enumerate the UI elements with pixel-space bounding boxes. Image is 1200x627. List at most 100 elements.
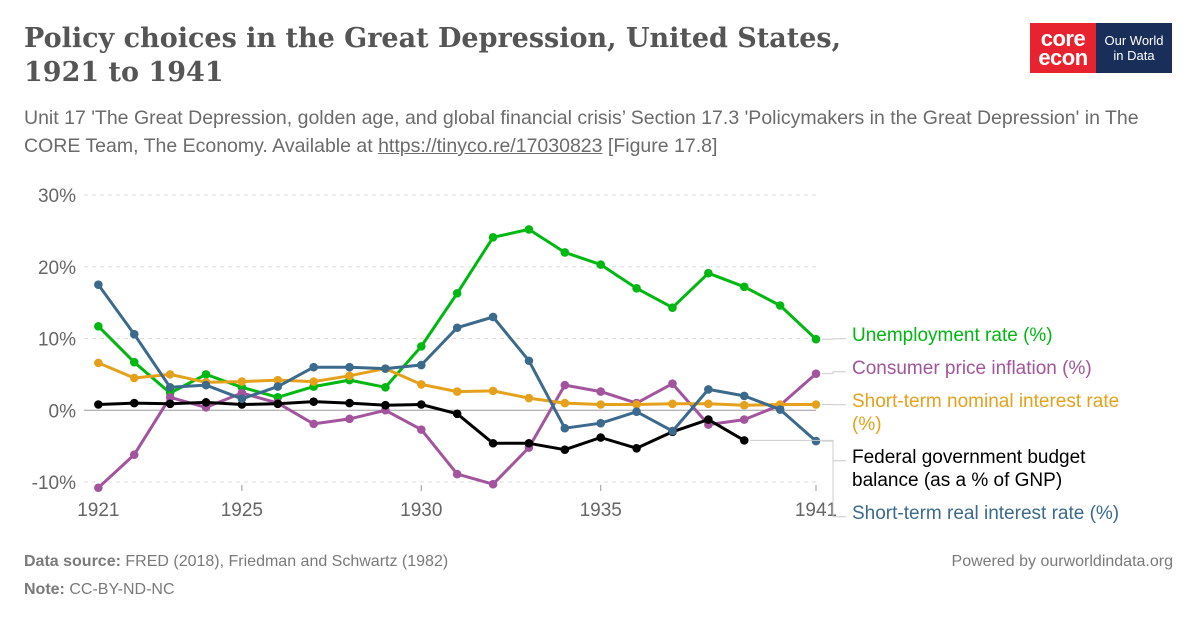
data-point[interactable] bbox=[668, 426, 677, 436]
data-point[interactable] bbox=[560, 380, 570, 390]
data-point[interactable] bbox=[129, 329, 139, 339]
data-point[interactable] bbox=[129, 450, 139, 460]
data-point[interactable] bbox=[632, 400, 641, 409]
data-point[interactable] bbox=[129, 373, 139, 383]
data-point[interactable] bbox=[165, 370, 175, 379]
data-point[interactable] bbox=[596, 260, 606, 269]
data-point[interactable] bbox=[739, 391, 749, 401]
data-point[interactable] bbox=[488, 312, 498, 322]
legend-entry[interactable]: Unemployment rate (%) bbox=[822, 325, 1053, 346]
data-point[interactable] bbox=[237, 394, 247, 404]
data-point[interactable] bbox=[345, 362, 354, 372]
data-point[interactable] bbox=[811, 369, 821, 378]
data-point[interactable] bbox=[632, 443, 641, 453]
data-point[interactable] bbox=[345, 371, 354, 381]
series-line[interactable] bbox=[94, 280, 821, 446]
data-point[interactable] bbox=[739, 282, 749, 292]
data-point[interactable] bbox=[381, 400, 390, 410]
data-point[interactable] bbox=[381, 364, 390, 373]
data-point[interactable] bbox=[237, 377, 247, 386]
data-point[interactable] bbox=[201, 380, 211, 390]
data-point[interactable] bbox=[524, 393, 534, 403]
data-point[interactable] bbox=[94, 483, 103, 493]
data-point[interactable] bbox=[452, 387, 462, 396]
data-point[interactable] bbox=[165, 382, 175, 392]
data-point[interactable] bbox=[596, 387, 606, 396]
legend-entry[interactable]: Short-term nominal interest rate(%) bbox=[822, 391, 1119, 435]
data-point[interactable] bbox=[309, 362, 318, 372]
data-point[interactable] bbox=[452, 409, 462, 419]
data-point[interactable] bbox=[596, 418, 606, 428]
data-point[interactable] bbox=[560, 248, 570, 257]
data-point[interactable] bbox=[524, 225, 534, 234]
data-point[interactable] bbox=[739, 400, 749, 410]
core-econ-logo[interactable]: core econ bbox=[1030, 23, 1096, 73]
data-point[interactable] bbox=[632, 407, 641, 416]
data-point[interactable] bbox=[775, 301, 785, 310]
data-point[interactable] bbox=[309, 377, 318, 386]
data-point[interactable] bbox=[668, 399, 677, 409]
data-point[interactable] bbox=[560, 445, 570, 455]
data-point[interactable] bbox=[201, 398, 211, 407]
y-tick-label: 20% bbox=[38, 258, 76, 279]
data-point[interactable] bbox=[416, 360, 426, 370]
data-point[interactable] bbox=[488, 386, 498, 396]
data-point[interactable] bbox=[452, 469, 462, 479]
data-point[interactable] bbox=[488, 479, 498, 489]
data-point[interactable] bbox=[524, 438, 534, 448]
data-point[interactable] bbox=[309, 397, 318, 406]
subtitle-suffix: [Figure 17.8] bbox=[607, 135, 718, 157]
source-link[interactable]: https://tinyco.re/17030823 bbox=[378, 135, 603, 157]
data-point[interactable] bbox=[811, 436, 821, 446]
logo-group[interactable]: core econ Our World in Data bbox=[1030, 23, 1172, 73]
data-point[interactable] bbox=[560, 398, 570, 408]
data-point[interactable] bbox=[739, 415, 749, 424]
legend-entry[interactable]: Short-term real interest rate (%) bbox=[822, 440, 1119, 524]
data-point[interactable] bbox=[811, 400, 821, 409]
data-point[interactable] bbox=[632, 283, 641, 293]
data-point[interactable] bbox=[94, 400, 103, 409]
data-point[interactable] bbox=[345, 398, 354, 408]
data-point[interactable] bbox=[201, 370, 211, 379]
data-point[interactable] bbox=[811, 334, 821, 344]
data-point[interactable] bbox=[309, 419, 318, 429]
data-point[interactable] bbox=[704, 399, 713, 409]
owid-logo[interactable]: Our World in Data bbox=[1096, 23, 1172, 73]
data-point[interactable] bbox=[273, 399, 283, 409]
data-point[interactable] bbox=[129, 357, 139, 367]
data-point[interactable] bbox=[94, 280, 103, 289]
data-point[interactable] bbox=[129, 398, 139, 408]
data-point[interactable] bbox=[94, 322, 103, 331]
data-point[interactable] bbox=[704, 268, 713, 278]
data-point[interactable] bbox=[560, 423, 570, 433]
data-point[interactable] bbox=[94, 358, 103, 368]
data-point[interactable] bbox=[416, 342, 426, 351]
data-point[interactable] bbox=[452, 323, 462, 333]
data-point[interactable] bbox=[524, 356, 534, 366]
powered-by[interactable]: Powered by ourworldindata.org bbox=[951, 553, 1173, 570]
series-line[interactable] bbox=[94, 225, 821, 402]
data-point[interactable] bbox=[416, 380, 426, 389]
data-point[interactable] bbox=[668, 303, 677, 312]
data-point[interactable] bbox=[273, 375, 283, 385]
data-point[interactable] bbox=[596, 400, 606, 409]
data-point[interactable] bbox=[704, 415, 713, 424]
data-point[interactable] bbox=[704, 385, 713, 394]
data-point[interactable] bbox=[488, 233, 498, 242]
data-point[interactable] bbox=[596, 433, 606, 442]
data-point[interactable] bbox=[668, 379, 677, 389]
data-point[interactable] bbox=[165, 399, 175, 409]
data-point[interactable] bbox=[345, 414, 354, 424]
chart-title: Policy choices in the Great Depression, … bbox=[24, 23, 842, 88]
data-point[interactable] bbox=[452, 288, 462, 298]
data-point[interactable] bbox=[739, 436, 749, 445]
data-point[interactable] bbox=[775, 405, 785, 414]
data-point[interactable] bbox=[488, 438, 498, 448]
legend-entry[interactable]: Consumer price inflation (%) bbox=[822, 358, 1092, 379]
data-point[interactable] bbox=[416, 425, 426, 434]
data-point[interactable] bbox=[381, 382, 390, 392]
data-point[interactable] bbox=[416, 400, 426, 409]
data-point[interactable] bbox=[165, 393, 175, 402]
data-point[interactable] bbox=[273, 382, 283, 391]
